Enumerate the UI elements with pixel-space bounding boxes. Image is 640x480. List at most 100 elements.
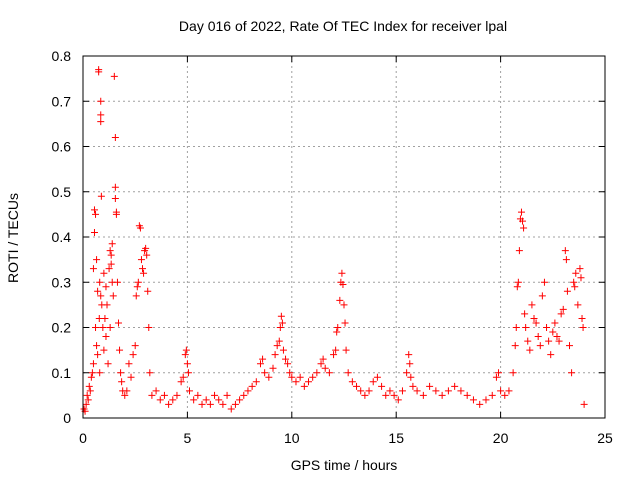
data-point: [570, 278, 578, 286]
data-point: [248, 382, 256, 390]
data-point: [240, 391, 248, 399]
x-tick-label: 10: [284, 430, 300, 446]
data-point: [579, 324, 587, 331]
data-point: [127, 373, 135, 381]
x-tick-label: 5: [184, 430, 192, 446]
data-point: [269, 364, 277, 372]
data-point: [111, 195, 119, 203]
data-point: [538, 292, 546, 300]
data-point: [580, 400, 588, 408]
data-point: [532, 319, 540, 327]
data-point: [319, 355, 327, 363]
data-point: [373, 373, 381, 381]
data-point: [104, 360, 112, 368]
data-point: [432, 387, 440, 395]
data-point: [90, 228, 98, 236]
data-point: [317, 360, 325, 368]
data-point: [279, 346, 287, 354]
data-point: [305, 378, 313, 386]
data-point: [277, 312, 285, 320]
data-point: [505, 387, 513, 395]
data-point: [451, 382, 459, 390]
y-tick-label: 0.8: [52, 48, 72, 64]
data-point: [271, 351, 279, 359]
data-point: [84, 396, 92, 404]
data-point: [223, 391, 231, 399]
data-point: [194, 391, 202, 399]
data-point: [90, 206, 98, 214]
data-point: [571, 283, 579, 291]
data-point: [517, 208, 525, 216]
data-point: [519, 217, 527, 225]
data-point: [94, 351, 102, 359]
data-point: [577, 274, 585, 282]
data-point: [107, 260, 115, 268]
data-point: [390, 391, 398, 399]
data-point: [123, 387, 131, 395]
data-point: [282, 355, 290, 363]
data-point: [528, 301, 536, 309]
data-point: [111, 133, 119, 141]
data-point: [549, 328, 557, 336]
x-axis-label: GPS time / hours: [291, 457, 398, 473]
data-point: [348, 378, 356, 386]
y-tick-label: 0.3: [52, 274, 72, 290]
data-point: [105, 265, 113, 273]
data-point: [398, 387, 406, 395]
data-point: [563, 287, 571, 295]
data-point: [543, 324, 551, 331]
data-point: [121, 391, 129, 399]
data-point: [497, 387, 505, 395]
data-point: [495, 369, 503, 377]
data-point: [403, 369, 411, 377]
data-point: [244, 387, 252, 395]
data-point: [236, 396, 244, 404]
data-point: [109, 292, 117, 300]
data-point: [97, 292, 105, 300]
data-point: [82, 400, 90, 408]
data-point: [95, 68, 103, 76]
data-point: [545, 337, 553, 345]
plot-frame: [82, 55, 606, 419]
data-point: [296, 373, 304, 381]
x-tick-label: 20: [493, 430, 509, 446]
data-point: [110, 72, 118, 80]
data-point: [574, 301, 582, 309]
data-point: [227, 405, 235, 413]
data-point: [132, 292, 140, 300]
data-point: [173, 391, 181, 399]
data-point: [116, 346, 124, 354]
data-point: [256, 360, 264, 368]
data-point: [94, 287, 102, 295]
data-point: [179, 373, 187, 381]
data-point: [407, 373, 415, 381]
data-point: [165, 400, 173, 408]
y-tick-label: 0.7: [52, 93, 72, 109]
data-point: [488, 391, 496, 399]
x-tick-label: 0: [79, 430, 87, 446]
data-point: [99, 324, 107, 331]
data-point: [520, 224, 528, 232]
data-point: [536, 342, 544, 350]
data-point: [406, 360, 414, 368]
data-point: [547, 351, 555, 359]
data-point: [215, 396, 223, 404]
data-point: [513, 283, 521, 291]
y-tick-label: 0.6: [52, 139, 72, 155]
data-point: [131, 342, 139, 350]
y-tick-label: 0.5: [52, 184, 72, 200]
data-point: [530, 314, 538, 322]
x-tick-label: 15: [388, 430, 404, 446]
axis-ticks: 0 0.1 0.2 0.3 0.4 0.5 0.6 0.7 0.8 0 5 10 15 20 25: [52, 48, 613, 446]
data-points: [80, 66, 588, 415]
data-point: [515, 247, 523, 255]
data-point: [100, 269, 108, 277]
data-point: [321, 364, 329, 372]
data-point: [108, 240, 116, 248]
data-point: [365, 387, 373, 395]
data-point: [92, 210, 100, 218]
data-point: [361, 391, 369, 399]
data-point: [357, 387, 365, 395]
data-point: [288, 373, 296, 381]
